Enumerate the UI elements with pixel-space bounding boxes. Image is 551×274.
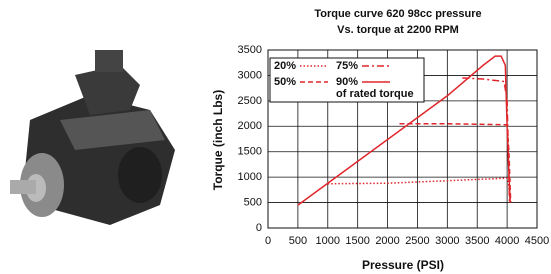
chart-title: Torque curve 620 98cc pressure xyxy=(314,8,481,20)
y-tick-label: 500 xyxy=(244,196,262,208)
x-axis-label: Pressure (PSI) xyxy=(362,258,444,272)
x-tick-label: 0 xyxy=(265,235,271,247)
y-axis-label: Torque (inch Lbs) xyxy=(211,90,225,190)
series-line xyxy=(328,178,511,202)
x-tick-label: 4000 xyxy=(495,235,519,247)
series-line xyxy=(462,78,509,203)
y-tick-label: 1000 xyxy=(238,171,262,183)
legend-note: of rated torque xyxy=(336,88,414,100)
legend-label: 90% xyxy=(336,76,358,88)
x-tick-label: 3000 xyxy=(435,235,459,247)
y-tick-label: 2000 xyxy=(238,120,262,132)
y-tick-label: 2500 xyxy=(238,95,262,107)
page: {"chart_data": {"type": "line", "title":… xyxy=(0,0,551,274)
y-tick-label: 0 xyxy=(256,222,262,234)
x-tick-label: 2500 xyxy=(405,235,429,247)
legend-label: 75% xyxy=(336,60,358,72)
x-tick-label: 3500 xyxy=(465,235,489,247)
chart-subtitle: Vs. torque at 2200 RPM xyxy=(337,24,459,36)
legend-label: 20% xyxy=(274,60,296,72)
chart: Torque curve 620 98cc pressure Vs. torqu… xyxy=(0,0,551,274)
x-tick-label: 2000 xyxy=(375,235,399,247)
y-tick-label: 3500 xyxy=(238,44,262,56)
x-tick-label: 4500 xyxy=(525,235,549,247)
x-tick-label: 1000 xyxy=(316,235,340,247)
y-tick-label: 1500 xyxy=(238,146,262,158)
series-line xyxy=(400,124,511,203)
x-tick-label: 500 xyxy=(289,235,307,247)
legend-label: 50% xyxy=(274,76,296,88)
y-tick-label: 3000 xyxy=(238,69,262,81)
x-tick-label: 1500 xyxy=(345,235,369,247)
pump-photo xyxy=(10,50,175,225)
